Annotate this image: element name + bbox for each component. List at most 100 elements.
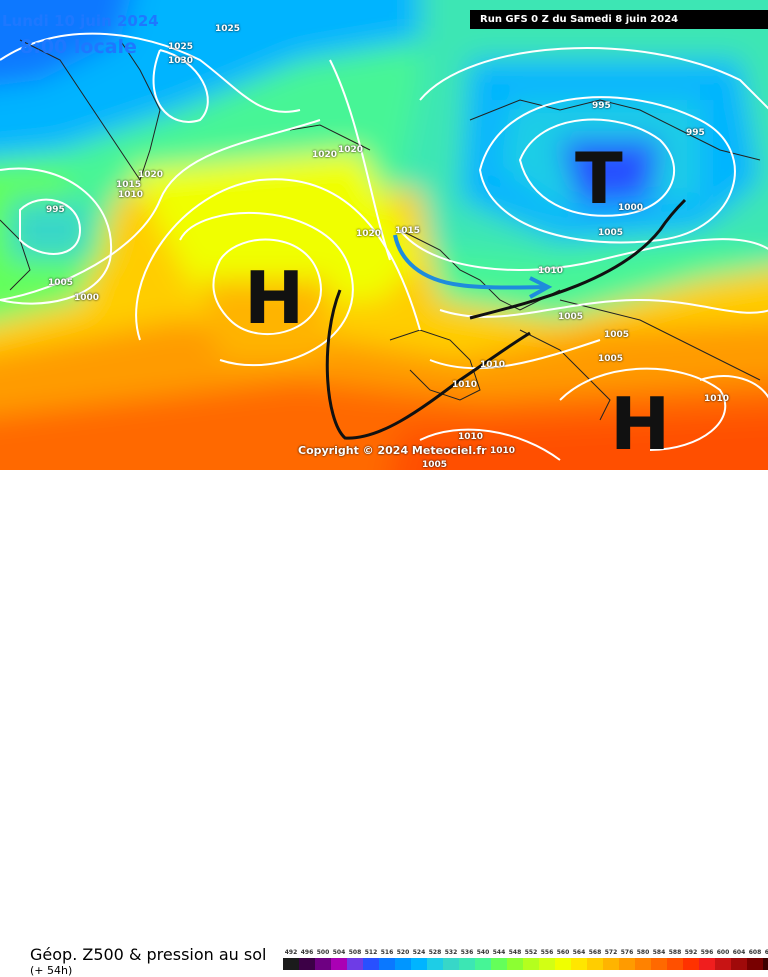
scale-cell: 588	[667, 949, 683, 970]
scale-swatch	[523, 958, 539, 970]
scale-label: 572	[604, 949, 618, 956]
scale-label: 516	[380, 949, 394, 956]
scale-label: 524	[412, 949, 426, 956]
isobar-label: 1020	[338, 145, 364, 155]
scale-cell: 552	[523, 949, 539, 970]
scale-swatch	[587, 958, 603, 970]
scale-swatch	[667, 958, 683, 970]
isobar-label: 1025	[215, 24, 241, 34]
scale-cell: 576	[619, 949, 635, 970]
scale-label: 500	[316, 949, 330, 956]
scale-swatch	[507, 958, 523, 970]
scale-label: 600	[716, 949, 730, 956]
scale-swatch	[539, 958, 555, 970]
isobar-label: 1005	[558, 312, 584, 322]
map-field	[0, 0, 768, 470]
isobar-label: 1010	[452, 380, 478, 390]
scale-cell: 508	[347, 949, 363, 970]
scale-swatch	[619, 958, 635, 970]
isobar-label: 1020	[138, 170, 164, 180]
scale-label: 556	[540, 949, 554, 956]
scale-cell: 568	[587, 949, 603, 970]
scale-cell: 532	[443, 949, 459, 970]
scale-label: 580	[636, 949, 650, 956]
scale-swatch	[459, 958, 475, 970]
scale-label: 584	[652, 949, 666, 956]
scale-label: 552	[524, 949, 538, 956]
scale-label: 496	[300, 949, 314, 956]
scale-cell: 540	[475, 949, 491, 970]
scale-swatch	[395, 958, 411, 970]
isobar-label: 1000	[74, 293, 100, 303]
scale-cell: 584	[651, 949, 667, 970]
geopotential-color-field	[0, 0, 768, 470]
scale-cell: 544	[491, 949, 507, 970]
scale-label: 612	[764, 949, 768, 956]
scale-swatch	[603, 958, 619, 970]
parameter-title: Géop. Z500 & pression au sol	[30, 945, 267, 964]
isobar-label: 1005	[604, 330, 630, 340]
high-pressure-center-south: H	[610, 382, 671, 466]
isobar-label: 1020	[312, 150, 338, 160]
scale-label: 596	[700, 949, 714, 956]
scale-label: 568	[588, 949, 602, 956]
model-run-info: Run GFS 0 Z du Samedi 8 juin 2024	[470, 10, 768, 29]
scale-cell: 556	[539, 949, 555, 970]
scale-swatch	[411, 958, 427, 970]
isobar-label: 1005	[598, 228, 624, 238]
high-pressure-center: H	[244, 256, 305, 340]
flow-arrow	[393, 234, 546, 290]
scale-label: 492	[284, 949, 298, 956]
scale-swatch	[715, 958, 731, 970]
scale-swatch	[283, 958, 299, 970]
scale-cell: 596	[699, 949, 715, 970]
isobar-label: 1005	[598, 354, 624, 364]
scale-label: 604	[732, 949, 746, 956]
scale-cell: 580	[635, 949, 651, 970]
low-pressure-center: T	[575, 138, 623, 220]
scale-label: 504	[332, 949, 346, 956]
isobar-label: 1010	[538, 266, 564, 276]
isobar-label: 1015	[395, 226, 421, 236]
scale-swatch	[491, 958, 507, 970]
isobar-label: 995	[686, 128, 705, 138]
isobar-label: 995	[592, 101, 611, 111]
scale-swatch	[651, 958, 667, 970]
scale-label: 564	[572, 949, 586, 956]
scale-cell: 608	[747, 949, 763, 970]
scale-cell: 604	[731, 949, 747, 970]
scale-cell: 500	[315, 949, 331, 970]
scale-label: 592	[684, 949, 698, 956]
isobar-label: 1000	[618, 203, 644, 213]
isobar-label: 1030	[168, 56, 194, 66]
trough-axis-east	[469, 198, 687, 320]
scale-swatch	[731, 958, 747, 970]
scale-swatch	[347, 958, 363, 970]
isobar-label: 1010	[480, 360, 506, 370]
trough-axis-west	[325, 289, 531, 440]
copyright-notice: Copyright © 2024 Meteociel.fr	[298, 444, 487, 457]
scale-swatch	[699, 958, 715, 970]
scale-swatch	[475, 958, 491, 970]
scale-label: 528	[428, 949, 442, 956]
color-scale-legend: 492 496 500 504 508 512 516 520 524 528 532 536 540 5…	[283, 949, 768, 970]
scale-cell: 496	[299, 949, 315, 970]
isobar-label: 1005	[48, 278, 74, 288]
scale-swatch	[747, 958, 763, 970]
scale-label: 576	[620, 949, 634, 956]
scale-swatch	[379, 958, 395, 970]
scale-swatch	[635, 958, 651, 970]
scale-label: 608	[748, 949, 762, 956]
scale-cell: 548	[507, 949, 523, 970]
isobar-label: 1025	[168, 42, 194, 52]
scale-swatch	[763, 958, 768, 970]
isobar-label: 1010	[704, 394, 730, 404]
scale-label: 544	[492, 949, 506, 956]
scale-label: 536	[460, 949, 474, 956]
isobar-label: 1010	[458, 432, 484, 442]
scale-label: 512	[364, 949, 378, 956]
scale-label: 588	[668, 949, 682, 956]
scale-swatch	[571, 958, 587, 970]
scale-cell: 512	[363, 949, 379, 970]
scale-swatch	[683, 958, 699, 970]
